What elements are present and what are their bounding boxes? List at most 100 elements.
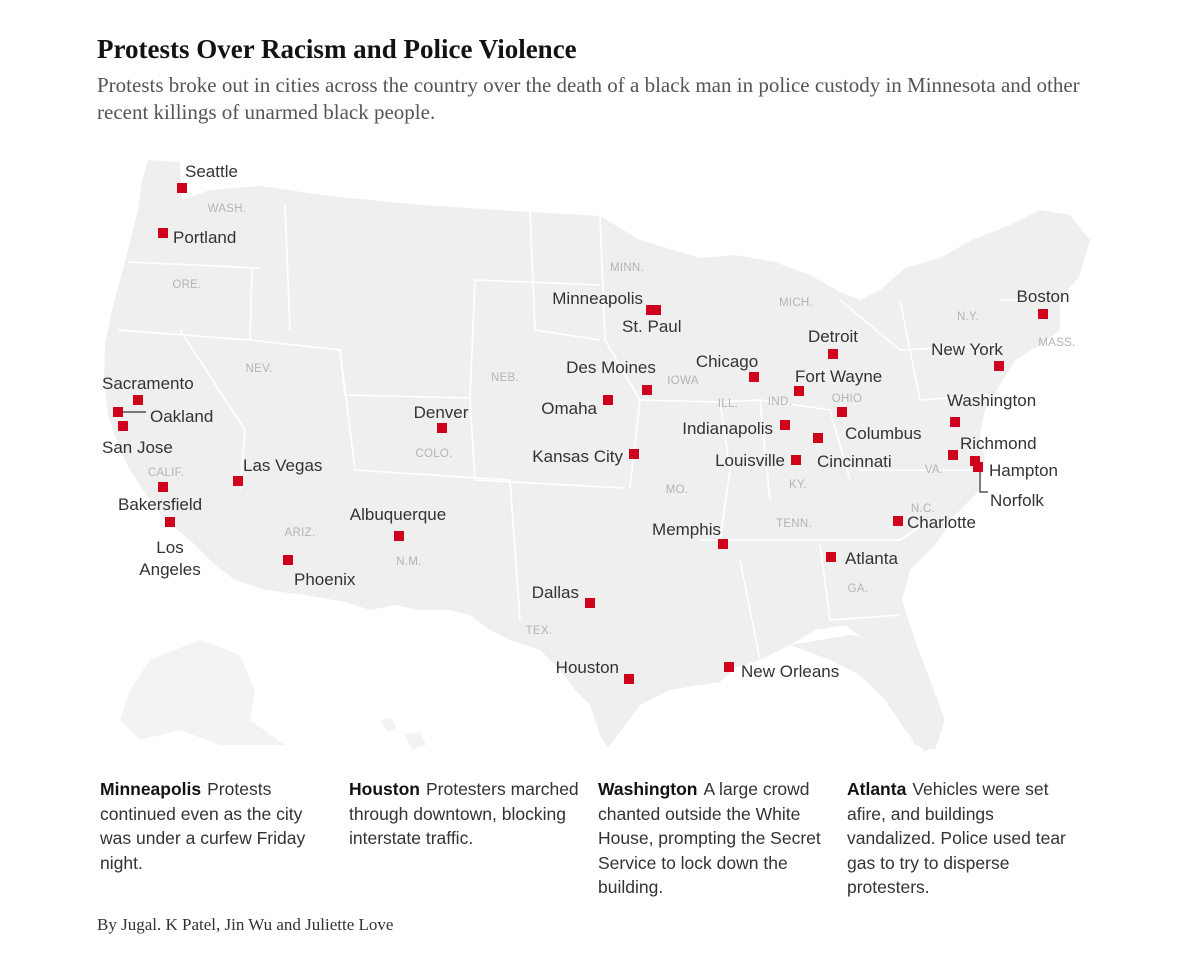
city-label-san-jose: San Jose <box>102 438 173 457</box>
state-label: ORE. <box>172 279 201 291</box>
city-label-portland: Portland <box>173 228 236 247</box>
state-label: TEX. <box>526 625 553 637</box>
page-title: Protests Over Racism and Police Violence <box>97 34 577 64</box>
city-label-houston: Houston <box>556 658 619 677</box>
note-houston: Houston Protesters marched through downto… <box>349 777 581 851</box>
city-marker-albuquerque <box>394 531 404 541</box>
city-label-kansas-city: Kansas City <box>532 447 623 466</box>
state-label: NEB. <box>491 372 519 384</box>
city-marker-seattle <box>177 183 187 193</box>
state-label: WASH. <box>208 203 247 215</box>
city-marker-denver <box>437 423 447 433</box>
city-label-hampton: Hampton <box>989 461 1058 480</box>
florida-land <box>790 635 940 752</box>
state-label: IOWA <box>667 375 698 387</box>
city-label-columbus: Columbus <box>845 424 922 443</box>
city-marker-bakersfield <box>158 482 168 492</box>
state-label: OHIO <box>832 393 863 405</box>
city-label-norfolk: Norfolk <box>990 491 1044 510</box>
state-label: MASS. <box>1038 337 1075 349</box>
city-label-albuquerque: Albuquerque <box>350 505 446 524</box>
us-land <box>104 160 1090 750</box>
city-marker-washington <box>950 417 960 427</box>
city-marker-norfolk <box>973 462 983 472</box>
note-washington: Washington A large crowd chanted outside … <box>598 777 830 900</box>
city-label-las-vegas: Las Vegas <box>243 456 322 475</box>
state-label: N.C. <box>911 503 935 515</box>
city-label-washington: Washington <box>947 391 1036 410</box>
city-label-new-york: New York <box>931 340 1003 359</box>
city-marker-cincinnati <box>813 433 823 443</box>
state-label: KY. <box>789 479 807 491</box>
note-text: Protests continued even as the city was … <box>100 779 306 873</box>
city-label-memphis: Memphis <box>652 520 721 539</box>
state-label: MO. <box>666 484 689 496</box>
city-marker-phoenix <box>283 555 293 565</box>
city-label-omaha: Omaha <box>541 399 597 418</box>
state-label: COLO. <box>415 448 452 460</box>
page-subtitle: Protests broke out in cities across the … <box>97 73 1080 124</box>
note-atlanta: Atlanta Vehicles were set afire, and buil… <box>847 777 1079 900</box>
state-label: MINN. <box>610 262 644 274</box>
city-label-st-paul: St. Paul <box>622 317 682 336</box>
city-marker-fort-wayne <box>794 386 804 396</box>
note-minneapolis: Minneapolis Protests continued even as th… <box>100 777 332 875</box>
city-label-dallas: Dallas <box>532 583 579 602</box>
city-label-cincinnati: Cincinnati <box>817 452 892 471</box>
city-marker-dallas <box>585 598 595 608</box>
leader-line-norfolk <box>979 470 988 493</box>
state-label: TENN. <box>776 518 812 530</box>
city-marker-new-york <box>994 361 1004 371</box>
us-map: WASH. ORE. NEV. CALIF. ARIZ. COLO. N.M. NEB. IOW… <box>102 160 1090 752</box>
city-marker-chicago <box>749 372 759 382</box>
city-label-oakland: Oakland <box>150 407 213 426</box>
state-label: N.M. <box>396 556 421 568</box>
note-text: A large crowd chanted outside the White … <box>598 779 821 897</box>
state-label: NEV. <box>246 363 273 375</box>
city-label-boston: Boston <box>1017 287 1070 306</box>
city-marker-louisville <box>791 455 801 465</box>
state-label: N.Y. <box>957 311 979 323</box>
state-label: IND. <box>768 396 792 408</box>
city-marker-atlanta <box>826 552 836 562</box>
city-label-seattle: Seattle <box>185 162 238 181</box>
city-marker-san-jose <box>118 421 128 431</box>
note-city: Houston <box>349 779 420 799</box>
city-marker-houston <box>624 674 634 684</box>
city-marker-omaha <box>603 395 613 405</box>
note-city: Atlanta <box>847 779 907 799</box>
city-marker-indianapolis <box>780 420 790 430</box>
city-marker-hampton <box>970 456 980 466</box>
city-marker-las-vegas <box>233 476 243 486</box>
note-text: Vehicles were set afire, and buildings v… <box>847 779 1066 897</box>
state-label: ARIZ. <box>285 527 316 539</box>
city-label-chicago: Chicago <box>696 352 758 371</box>
city-label-los-angeles: Los Angeles <box>139 538 200 579</box>
byline: By Jugal. K Patel, Jin Wu and Juliette L… <box>97 915 394 934</box>
city-label-louisville: Louisville <box>715 451 785 470</box>
city-marker-columbus <box>837 407 847 417</box>
alaska-land <box>120 640 285 745</box>
city-marker-des-moines <box>642 385 652 395</box>
city-marker-kansas-city <box>629 449 639 459</box>
city-label-fort-wayne: Fort Wayne <box>795 367 882 386</box>
city-marker-sacramento <box>133 395 143 405</box>
city-label-sacramento: Sacramento <box>102 374 194 393</box>
city-marker-boston <box>1038 309 1048 319</box>
city-label-richmond: Richmond <box>960 434 1037 453</box>
city-label-minneapolis: Minneapolis <box>552 289 643 308</box>
city-label-bakersfield: Bakersfield <box>118 495 202 514</box>
state-label: VA. <box>925 464 944 476</box>
city-marker-charlotte <box>893 516 903 526</box>
city-marker-oakland <box>113 407 123 417</box>
hawaii-land <box>380 718 426 750</box>
city-marker-portland <box>158 228 168 238</box>
city-label-new-orleans: New Orleans <box>741 662 839 681</box>
city-marker-st-paul <box>651 305 661 315</box>
city-label-indianapolis: Indianapolis <box>682 419 773 438</box>
city-label-atlanta: Atlanta <box>845 549 898 568</box>
note-text: Protesters marched through downtown, blo… <box>349 779 579 848</box>
city-label-detroit: Detroit <box>808 327 858 346</box>
state-label: GA. <box>848 583 869 595</box>
city-label-denver: Denver <box>414 403 469 422</box>
